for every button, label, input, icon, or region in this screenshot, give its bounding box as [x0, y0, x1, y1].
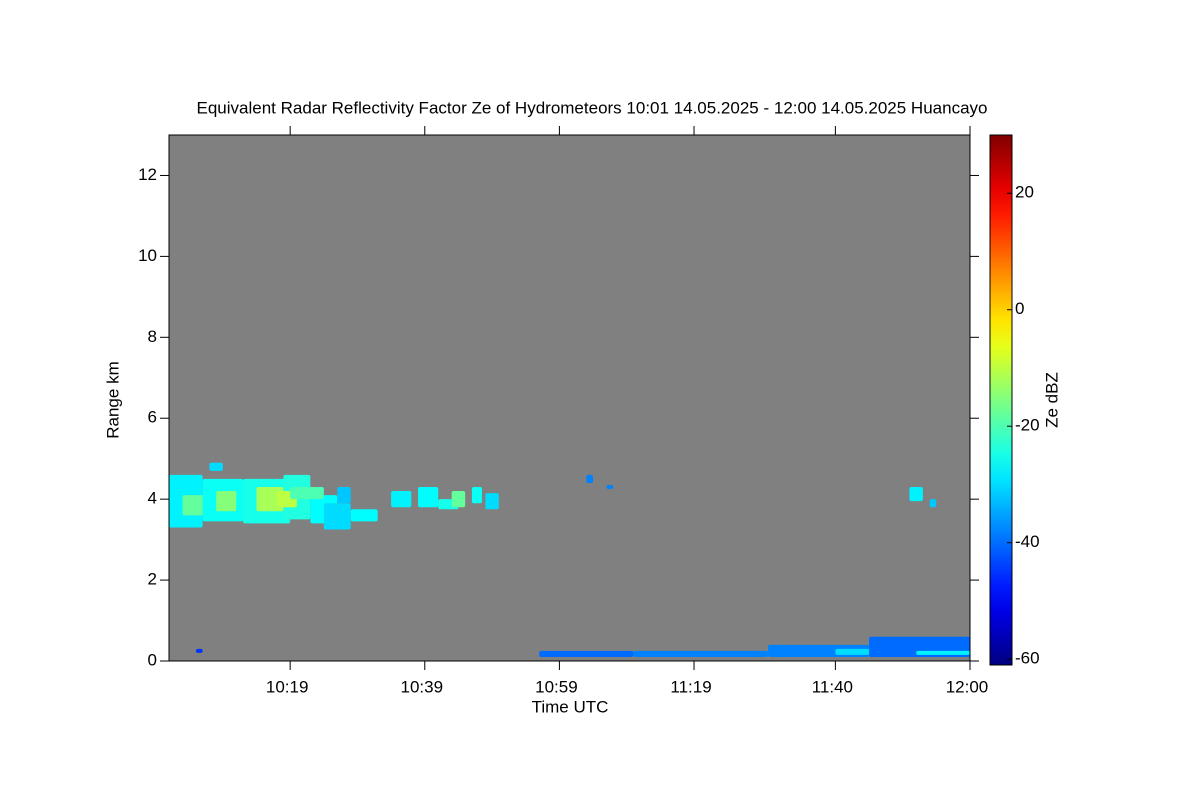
colorbar	[989, 134, 1013, 666]
echo-cell	[418, 487, 439, 508]
x-tick-label: 10:59	[535, 677, 578, 696]
echo-cell	[451, 491, 466, 508]
echo-cell	[909, 487, 923, 502]
echo-cell	[323, 503, 351, 530]
echo-cell	[485, 493, 499, 510]
y-tick-label: 6	[148, 408, 157, 427]
colorbar-label: Ze dBZ	[1042, 372, 1061, 428]
colorbar-tick-label: 20	[1015, 183, 1034, 202]
colorbar-tick-label: 0	[1015, 299, 1024, 318]
colorbar-tick-label: -40	[1015, 532, 1040, 551]
echo-cell	[209, 462, 223, 471]
echo-cell	[633, 650, 769, 657]
colorbar-tick-label: -60	[1015, 649, 1040, 668]
echo-cell	[350, 509, 378, 522]
echo-cell	[586, 474, 594, 483]
echo-cell	[337, 487, 351, 504]
y-tick-label: 8	[148, 327, 157, 346]
y-axis-label: Range km	[103, 361, 122, 438]
chart-title: Equivalent Radar Reflectivity Factor Ze …	[197, 98, 988, 117]
y-tick-label: 2	[148, 570, 157, 589]
x-tick-label: 10:39	[401, 677, 444, 696]
y-tick-label: 4	[148, 489, 157, 508]
x-tick-label: 10:19	[266, 677, 309, 696]
x-tick-label: 11:40	[812, 677, 853, 696]
echo-cell	[391, 491, 412, 508]
echo-cell	[471, 487, 482, 504]
y-tick-label: 10	[138, 246, 157, 265]
x-axis-label: Time UTC	[532, 697, 609, 716]
echo-cell	[929, 499, 937, 508]
colorbar-tick-label: -20	[1015, 416, 1040, 435]
y-tick-label: 12	[138, 165, 157, 184]
echo-cell	[606, 484, 614, 490]
plot-frame	[168, 134, 971, 662]
echo-cell	[916, 650, 970, 655]
echo-cell	[539, 650, 634, 657]
x-tick-label: 11:19	[670, 677, 711, 696]
plot-area	[169, 135, 970, 661]
echo-cell	[195, 648, 203, 653]
echo-cell	[216, 491, 237, 512]
echo-cell	[290, 487, 324, 500]
y-tick-label: 0	[148, 650, 157, 669]
x-tick-label: 12:00	[946, 677, 989, 696]
